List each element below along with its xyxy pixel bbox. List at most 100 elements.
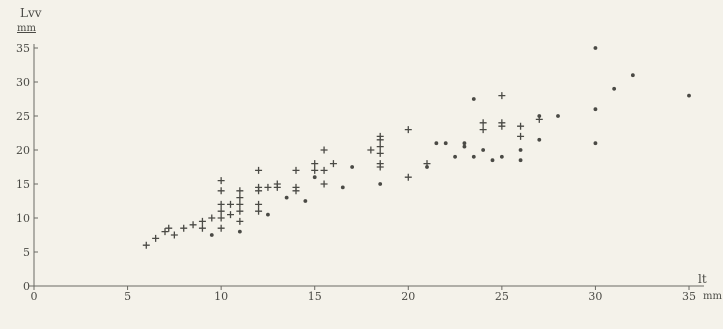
data-point-plus [142,241,150,249]
x-axis: lt mm 0 5 10 15 20 25 30 35 [28,272,722,303]
data-point-plus [376,160,384,168]
data-point-dot [593,46,598,50]
data-point-plus [517,132,525,140]
data-point-plus [498,92,506,100]
x-tick-label: 10 [214,290,228,303]
data-point-dot [340,185,345,190]
data-point-plus [165,224,173,232]
y-tick-label: 10 [16,212,30,225]
data-points [142,46,691,249]
data-point-plus [217,214,225,222]
data-point-dot [612,86,617,91]
data-point-dot [499,154,504,159]
x-tick-label: 35 [682,290,696,303]
x-tick-label: 25 [495,290,509,303]
data-point-plus [217,187,225,195]
data-point-plus [255,200,263,208]
y-tick-label: 20 [16,144,30,157]
data-point-plus [376,143,384,151]
data-point-plus [311,160,319,168]
data-point-plus [292,183,300,191]
y-tick-label: 15 [16,178,30,191]
data-point-dot [434,141,439,146]
x-axis-unit: mm [703,291,722,302]
data-point-dot [425,165,429,169]
data-point-plus [376,149,384,157]
x-tick-label: 15 [308,290,322,303]
data-point-dot [593,141,598,146]
x-ticks: 0 5 10 15 20 25 30 35 [31,286,696,303]
y-tick-label: 5 [23,246,30,259]
x-tick-label: 0 [31,290,38,303]
y-tick-label: 35 [16,42,30,55]
data-point-plus [236,217,244,225]
data-point-plus [273,180,281,188]
data-point-dot [490,158,495,163]
data-point-plus [376,132,384,140]
data-point-plus [311,166,319,174]
data-point-plus [320,180,328,188]
data-point-dot [481,148,486,152]
data-point-plus [292,166,300,174]
data-point-plus [404,173,412,181]
data-point-plus [161,228,169,236]
y-tick-label: 0 [23,280,30,293]
data-point-plus [320,146,328,154]
data-point-plus [255,183,263,191]
data-point-plus [170,231,178,239]
data-point-plus [217,200,225,208]
y-tick-label: 25 [16,110,30,123]
y-tick-label: 30 [16,76,30,89]
y-ticks: 0 5 10 15 20 25 30 35 [16,42,38,293]
data-point-dot [537,114,542,118]
data-point-dot [378,182,383,186]
data-point-plus [264,183,272,191]
data-point-plus [227,200,234,208]
data-point-plus [217,207,225,215]
data-point-plus [198,217,206,225]
data-point-dot [687,93,691,98]
x-tick-label: 20 [401,290,415,303]
data-point-plus [329,160,337,168]
data-point-dot [284,195,289,200]
data-point-plus [227,211,234,219]
data-point-dot [462,144,467,149]
data-point-plus [217,224,225,232]
y-axis-label: Lvv [20,6,42,20]
data-point-plus [479,126,487,134]
data-point-plus [217,177,225,185]
data-point-dot [630,73,635,78]
data-point-plus [255,166,263,174]
data-point-dot [518,148,523,152]
x-tick-label: 5 [124,290,131,303]
data-point-plus [320,166,328,174]
data-point-dot [443,141,448,146]
data-point-dot [312,175,317,180]
data-point-dot [462,141,467,146]
data-point-plus [208,214,216,222]
data-point-dot [518,158,523,163]
data-point-plus [236,194,244,202]
data-point-plus [498,119,506,127]
data-point-plus [189,221,197,229]
data-point-plus [236,187,244,195]
data-point-dot [593,107,598,112]
data-point-dot [303,199,308,203]
data-point-dot [350,165,355,169]
data-point-plus [367,146,375,154]
data-point-plus [236,207,244,215]
data-point-plus [198,224,206,232]
data-point-dot [266,212,270,217]
data-point-dot [556,114,560,118]
data-point-dot [471,97,476,101]
data-point-plus [255,207,263,215]
data-point-plus [404,126,412,134]
x-tick-label: 30 [588,290,602,303]
data-point-plus [517,122,525,130]
data-point-plus [479,119,487,127]
data-point-dot [537,137,542,142]
y-axis: Lvv mm 0 5 10 15 20 25 30 35 [16,6,42,293]
data-point-dot [471,154,476,159]
x-axis-label: lt [698,272,707,286]
